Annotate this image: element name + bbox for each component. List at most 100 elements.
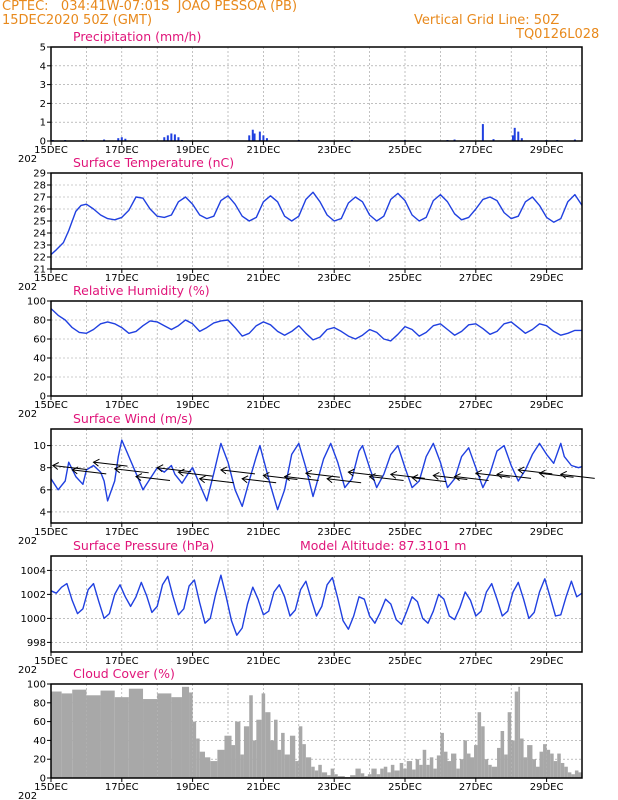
y-tick-label: 3 bbox=[40, 80, 46, 91]
y-tick-label: 100 bbox=[27, 680, 46, 691]
y-tick-label: 1 bbox=[40, 118, 46, 129]
header-grid-note: Vertical Grid Line: 50Z bbox=[414, 13, 560, 28]
wind-arrow-shaft bbox=[475, 472, 510, 478]
cloud-bar bbox=[557, 753, 561, 778]
precip-bar bbox=[511, 135, 514, 141]
cloud-bar bbox=[394, 770, 400, 778]
cloud-bar bbox=[367, 774, 372, 778]
y-tick-label: 24 bbox=[33, 229, 46, 240]
x-tick-label: 25DEC bbox=[388, 273, 422, 284]
x-tick-label: 25DEC bbox=[388, 656, 422, 667]
cloud-bar bbox=[511, 740, 515, 778]
precip-bar bbox=[166, 135, 169, 141]
x-year-stub: 202 bbox=[18, 536, 37, 547]
cloud-bar bbox=[567, 772, 572, 778]
precip-bar bbox=[103, 139, 106, 141]
precip-bar bbox=[517, 131, 520, 141]
cloud-bar bbox=[192, 721, 197, 778]
cloud-bar bbox=[128, 688, 144, 778]
x-year-stub: 202 bbox=[18, 282, 37, 293]
cloud-bar bbox=[318, 764, 322, 778]
wind-arrow-shaft bbox=[284, 476, 319, 482]
precip-bar bbox=[248, 135, 251, 141]
cloud-bar bbox=[578, 772, 582, 778]
wind-arrow-shaft bbox=[199, 478, 234, 484]
cloud-bar bbox=[532, 759, 536, 778]
cloud-bar bbox=[429, 757, 434, 778]
x-tick-label: 19DEC bbox=[176, 400, 210, 411]
x-tick-label: 15DEC bbox=[34, 273, 68, 284]
wind-arrow-head bbox=[51, 462, 59, 470]
cloud-bar bbox=[360, 773, 365, 778]
cloud-bar bbox=[550, 753, 554, 778]
wind-arrow-shaft bbox=[433, 474, 468, 480]
cloud-bar bbox=[456, 768, 460, 778]
cloud-bar bbox=[249, 695, 253, 778]
panel-annotation: Model Altitude: 87.3101 m bbox=[300, 538, 466, 553]
cloud-bar bbox=[390, 764, 395, 778]
x-tick-label: 23DEC bbox=[317, 273, 351, 284]
y-tick-label: 0 bbox=[40, 774, 46, 785]
precip-bar bbox=[573, 139, 576, 141]
cloud-bar bbox=[560, 762, 565, 778]
wind-arrow-shaft bbox=[560, 473, 595, 479]
precip-bar bbox=[262, 135, 265, 141]
cloud-bar bbox=[571, 774, 575, 778]
cloud-bar bbox=[295, 761, 299, 778]
x-tick-label: 27DEC bbox=[459, 656, 493, 667]
x-tick-label: 19DEC bbox=[176, 145, 210, 156]
cloud-bar bbox=[507, 712, 512, 778]
x-tick-label: 21DEC bbox=[247, 656, 281, 667]
y-tick-label: 40 bbox=[33, 736, 46, 747]
x-tick-label: 27DEC bbox=[459, 273, 493, 284]
wind-arrow-shaft bbox=[369, 476, 404, 482]
x-tick-label: 15DEC bbox=[34, 782, 68, 793]
wind-arrow-shaft bbox=[390, 473, 425, 479]
wind-arrow-shaft bbox=[114, 468, 149, 474]
precip-bar bbox=[117, 138, 120, 141]
cloud-bar bbox=[440, 732, 444, 778]
wind-arrow-head bbox=[283, 473, 291, 481]
x-tick-label: 17DEC bbox=[105, 273, 139, 284]
y-tick-label: 29 bbox=[33, 169, 46, 180]
y-tick-label: 5 bbox=[40, 43, 46, 54]
x-tick-label: 29DEC bbox=[530, 782, 564, 793]
y-tick-label: 22 bbox=[33, 253, 46, 264]
panel-frame bbox=[50, 428, 583, 524]
cloud-bar bbox=[277, 749, 282, 778]
cloud-bar bbox=[281, 732, 285, 778]
x-tick-label: 23DEC bbox=[317, 656, 351, 667]
cloud-bar bbox=[350, 775, 356, 778]
y-tick-label: 6 bbox=[40, 485, 46, 496]
x-tick-label: 25DEC bbox=[388, 527, 422, 538]
panel-title: Cloud Cover (%) bbox=[73, 666, 175, 681]
cloud-bar bbox=[235, 721, 241, 778]
cloud-bar bbox=[527, 745, 533, 778]
wind-arrow-shaft bbox=[454, 476, 489, 482]
precip-bar bbox=[173, 134, 176, 141]
x-tick-label: 23DEC bbox=[317, 400, 351, 411]
cloud-bar bbox=[243, 726, 250, 778]
x-tick-label: 17DEC bbox=[105, 400, 139, 411]
wind-arrow-shaft bbox=[52, 464, 87, 470]
cloud-bar bbox=[491, 766, 498, 778]
x-tick-label: 15DEC bbox=[34, 527, 68, 538]
cloud-bar bbox=[51, 691, 62, 778]
wind-arrow-head bbox=[219, 466, 228, 475]
x-tick-label: 19DEC bbox=[176, 782, 210, 793]
wind-arrow-shaft bbox=[242, 478, 277, 484]
panel-title: Surface Temperature (nC) bbox=[73, 155, 234, 170]
cloud-bar bbox=[553, 761, 558, 778]
cloud-bar bbox=[415, 759, 420, 778]
cloud-bar bbox=[447, 761, 452, 778]
precip-bar bbox=[163, 137, 166, 141]
cloud-bar bbox=[422, 749, 427, 778]
cloud-bar bbox=[488, 764, 492, 778]
cloud-bar bbox=[100, 690, 115, 778]
cloud-bar bbox=[481, 726, 485, 778]
x-tick-label: 17DEC bbox=[105, 145, 139, 156]
precip-bar bbox=[453, 139, 456, 141]
cloud-bar bbox=[210, 761, 218, 778]
cloud-bar bbox=[436, 755, 441, 778]
panel-title: Relative Humidity (%) bbox=[73, 283, 210, 298]
